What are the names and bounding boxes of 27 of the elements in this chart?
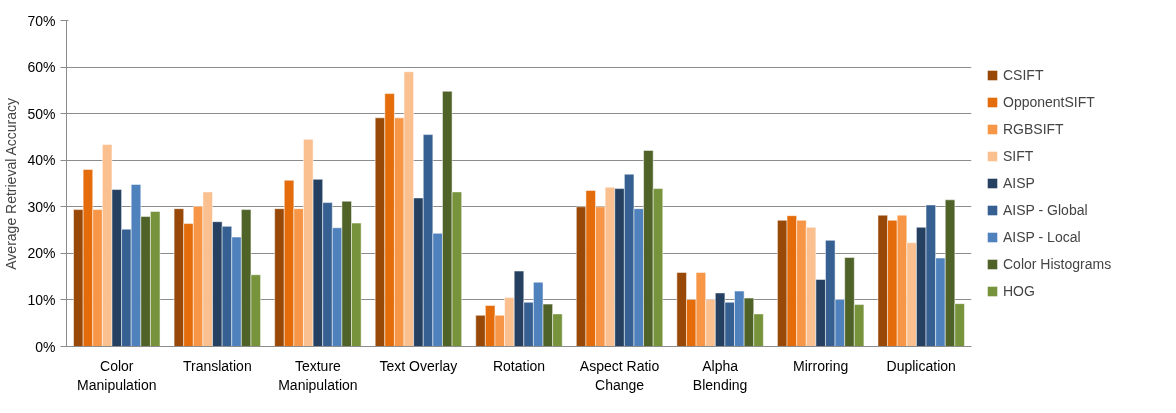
x-tick-label: Text Overlay bbox=[379, 357, 458, 374]
x-tick-label: Duplication bbox=[886, 357, 956, 374]
x-tick-label: Aspect Ratio Change bbox=[579, 357, 660, 393]
legend-label: Color Histograms bbox=[1003, 256, 1112, 272]
legend-label: HOG bbox=[1003, 283, 1035, 299]
y-tick-label: 60% bbox=[27, 59, 56, 76]
y-axis-title: Average Retrieval Accuracy bbox=[3, 98, 20, 270]
legend-label: AISP - Global bbox=[1003, 202, 1088, 218]
legend-label: RGBSIFT bbox=[1003, 121, 1064, 137]
legend-label: CSIFT bbox=[1003, 67, 1044, 83]
x-tick-label: Rotation bbox=[492, 357, 546, 374]
x-tick-label: Color Manipulation bbox=[77, 357, 157, 393]
x-tick-label: Texture Manipulation bbox=[278, 357, 358, 393]
x-tick-label: Translation bbox=[182, 357, 252, 374]
x-tick-label: Mirroring bbox=[793, 357, 849, 374]
legend-label: SIFT bbox=[1003, 148, 1034, 164]
legend-label: OpponentSIFT bbox=[1003, 94, 1095, 110]
y-tick-label: 50% bbox=[27, 105, 56, 122]
legend-label: AISP bbox=[1003, 175, 1035, 191]
y-tick-label: 20% bbox=[27, 245, 56, 262]
x-tick-label: Alpha Blending bbox=[692, 357, 748, 393]
y-tick-label: 40% bbox=[27, 152, 56, 169]
y-tick-label: 70% bbox=[27, 12, 56, 29]
y-tick-label: 10% bbox=[27, 291, 56, 308]
legend-label: AISP - Local bbox=[1003, 229, 1081, 245]
y-tick-label: 0% bbox=[35, 338, 56, 355]
y-tick-label: 30% bbox=[27, 198, 56, 215]
